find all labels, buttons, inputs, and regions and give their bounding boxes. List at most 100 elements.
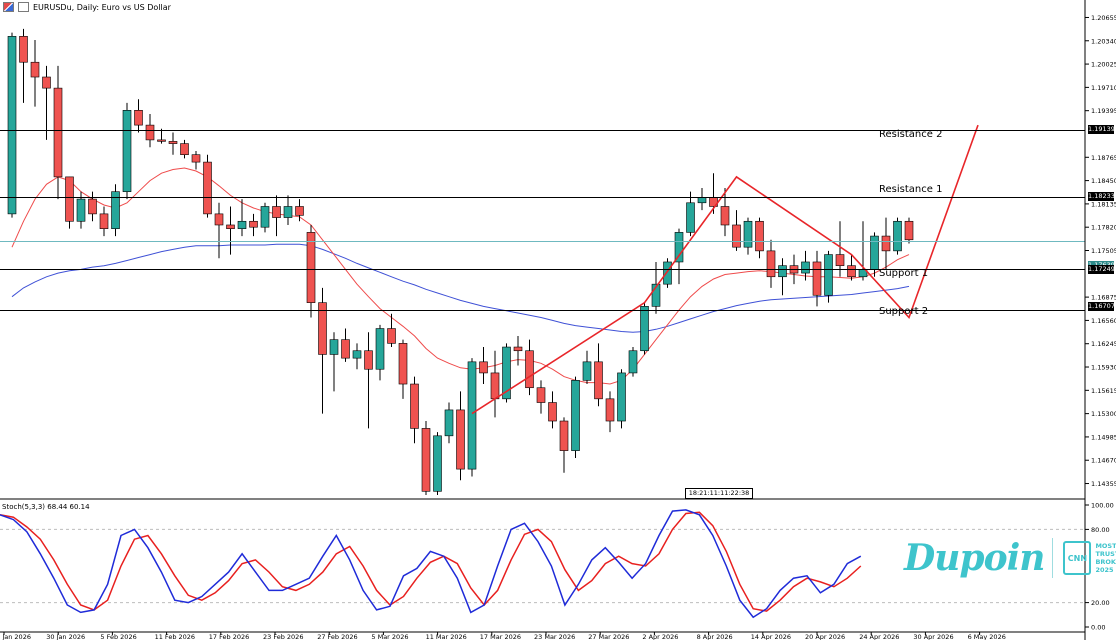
candle bbox=[352, 343, 362, 370]
bull-candle-body bbox=[352, 350, 362, 359]
candle bbox=[479, 347, 488, 385]
support-2-label: Support 2 bbox=[879, 306, 929, 317]
candle bbox=[306, 224, 316, 318]
candle bbox=[640, 302, 649, 355]
candle bbox=[99, 206, 109, 237]
candle bbox=[375, 324, 385, 381]
price-tick-label: 1.14670 bbox=[1091, 457, 1116, 465]
candle bbox=[134, 99, 143, 133]
bull-candle-body bbox=[283, 206, 293, 218]
date-label: 17 Mar 2026 bbox=[480, 633, 521, 640]
candle bbox=[410, 376, 419, 444]
price-tick-label: 1.18765 bbox=[1091, 154, 1116, 162]
price-tick-label: 1.20025 bbox=[1091, 61, 1116, 69]
candle bbox=[237, 199, 247, 237]
bear-candle-body bbox=[410, 383, 419, 429]
bear-candle-body bbox=[88, 198, 97, 215]
bear-candle-body bbox=[249, 220, 258, 228]
candle bbox=[893, 217, 902, 255]
bull-candle-body bbox=[801, 261, 810, 274]
bear-candle-body bbox=[605, 398, 615, 422]
bull-candle-body bbox=[433, 435, 442, 492]
candle bbox=[65, 176, 74, 229]
candle bbox=[329, 332, 339, 392]
crosshair-time-box: 18:21:11:11:22:38 bbox=[685, 488, 753, 499]
bull-candle-body bbox=[663, 261, 672, 285]
bear-candle-body bbox=[525, 350, 534, 389]
bull-candle-body bbox=[444, 409, 454, 437]
candle bbox=[571, 376, 580, 459]
date-label: 20 Apr 2026 bbox=[805, 633, 845, 640]
moving-averages bbox=[11, 167, 910, 385]
bear-candle-body bbox=[30, 61, 40, 78]
candle bbox=[364, 332, 373, 429]
bear-candle-body bbox=[272, 206, 281, 218]
candle bbox=[824, 250, 833, 303]
bear-candle-body bbox=[65, 176, 74, 222]
stoch-tick-label: 0.00 bbox=[1091, 624, 1105, 632]
bull-candle-body bbox=[467, 361, 477, 470]
price-tick-label: 1.18135 bbox=[1091, 200, 1116, 208]
candle bbox=[559, 417, 569, 473]
price-tick-label: 1.19395 bbox=[1091, 107, 1116, 115]
bull-candle-body bbox=[502, 346, 511, 400]
date-label: 14 Apr 2026 bbox=[751, 633, 791, 640]
candle bbox=[19, 28, 28, 103]
price-axis: 1.20655 1.20340 1.20025 1.19710 1.19395 1.187… bbox=[1085, 14, 1116, 488]
candle bbox=[456, 391, 465, 481]
price-tick-label: 1.15615 bbox=[1091, 387, 1116, 395]
candle bbox=[743, 217, 753, 255]
resistance-1-price-tag: 1.18233 bbox=[1088, 192, 1115, 201]
bull-candle-body bbox=[697, 197, 707, 204]
price-tick-label: 1.17505 bbox=[1091, 247, 1116, 255]
bear-candle-body bbox=[812, 261, 822, 296]
price-tick-label: 1.16245 bbox=[1091, 340, 1116, 348]
bear-candle-body bbox=[421, 428, 431, 492]
price-tick-label: 1.18450 bbox=[1091, 177, 1116, 185]
date-label: 5 Feb 2026 bbox=[100, 633, 136, 640]
bear-candle-body bbox=[904, 220, 914, 241]
bear-candle-body bbox=[295, 206, 304, 216]
bear-candle-body bbox=[548, 402, 557, 422]
candle bbox=[778, 258, 787, 296]
support-resistance-lines[interactable] bbox=[0, 130, 1085, 311]
bear-candle-body bbox=[755, 220, 764, 252]
price-tick-label: 1.15930 bbox=[1091, 364, 1116, 372]
bull-candle-body bbox=[122, 110, 132, 192]
candle bbox=[732, 210, 741, 251]
candle bbox=[53, 65, 63, 200]
pattern-lines[interactable] bbox=[471, 124, 979, 415]
candle bbox=[191, 150, 201, 170]
bear-candle-body bbox=[847, 265, 856, 278]
bull-candle-body bbox=[686, 202, 695, 233]
resistance-2-label: Resistance 2 bbox=[879, 129, 943, 140]
bear-candle-body bbox=[191, 154, 201, 163]
bear-candle-body bbox=[306, 232, 316, 303]
price-tick-label: 1.15300 bbox=[1091, 410, 1116, 418]
date-label: 27 Feb 2026 bbox=[317, 633, 357, 640]
award-text: MOST TRUSTED BROKER 2025 bbox=[1095, 542, 1116, 574]
date-label: 27 Mar 2026 bbox=[588, 633, 629, 640]
logo-divider bbox=[1052, 538, 1054, 578]
price-tick-label: 1.14355 bbox=[1091, 480, 1116, 488]
resistance-2-price-tag: 1.19139 bbox=[1088, 125, 1115, 134]
symbol-flag-icon bbox=[3, 2, 14, 12]
bear-candle-body bbox=[214, 213, 224, 226]
date-label: 11 Mar 2026 bbox=[426, 633, 467, 640]
stochastic-label: Stoch(5,3,3) 68.44 60.14 bbox=[2, 503, 90, 511]
candle bbox=[628, 347, 638, 377]
bear-candle-body bbox=[318, 302, 327, 355]
bull-candle-body bbox=[7, 36, 17, 215]
candle bbox=[617, 369, 626, 429]
price-tick-label: 1.16875 bbox=[1091, 294, 1116, 302]
candle bbox=[835, 221, 845, 277]
date-label: 30 Apr 2026 bbox=[913, 633, 953, 640]
candle bbox=[168, 132, 178, 155]
price-tick-label: 1.14985 bbox=[1091, 433, 1116, 441]
resistance-1-label: Resistance 1 bbox=[879, 184, 943, 195]
date-label: 11 Feb 2026 bbox=[155, 633, 195, 640]
candle bbox=[525, 339, 534, 396]
bull-candle-body bbox=[76, 198, 86, 222]
